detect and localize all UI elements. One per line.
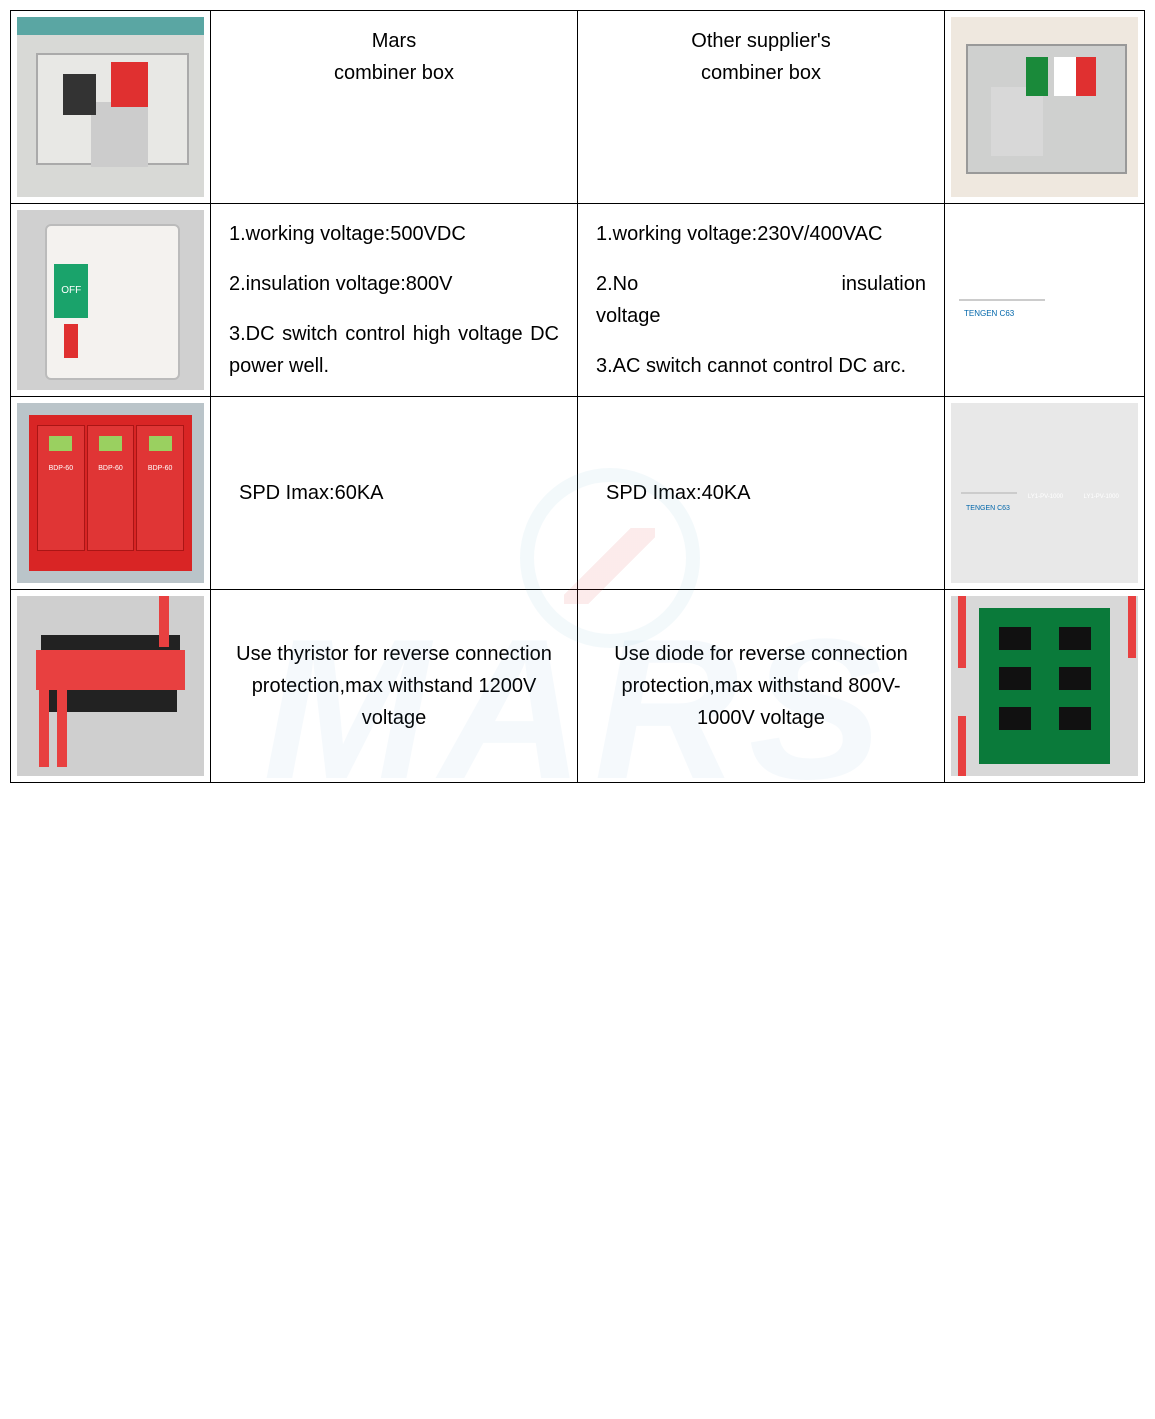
other-switch-spec2a: 2.No <box>596 268 638 300</box>
tengen-mcb-icon <box>959 299 1045 301</box>
header-mars-image-cell <box>11 11 211 204</box>
mars-spd-modules <box>29 415 192 571</box>
mars-switch-specs: 1.working voltage:500VDC 2.insulation vo… <box>211 204 578 397</box>
mars-spd-image-cell <box>11 397 211 590</box>
header-mars-line1: Mars <box>372 30 416 52</box>
mars-protection-image-cell <box>11 590 211 783</box>
mars-spd-photo <box>17 403 204 583</box>
other-switch-spec2: 2.No insulation <box>596 268 926 300</box>
other-protection-spec: Use diode for reverse connection protect… <box>578 590 945 783</box>
other-protection-image-cell <box>945 590 1145 783</box>
other-spd-photo <box>951 403 1138 583</box>
mars-protection-text: Use thyristor for reverse connection pro… <box>236 643 552 729</box>
mars-protection-spec: Use thyristor for reverse connection pro… <box>211 590 578 783</box>
mars-switch-spec2: 2.insulation voltage:800V <box>229 268 559 300</box>
spd-module-icon <box>136 425 184 551</box>
other-ac-switch-photo <box>951 210 1138 390</box>
mars-switch-spec3: 3.DC switch control high voltage DC powe… <box>229 318 559 382</box>
comparison-table: Mars combiner box Other supplier's combi… <box>10 10 1145 783</box>
mars-switch-image-cell <box>11 204 211 397</box>
header-mars-line2: combiner box <box>334 62 454 84</box>
other-switch-spec2b: insulation <box>841 268 926 300</box>
mars-switch-spec1: 1.working voltage:500VDC <box>229 218 559 250</box>
spd-module-icon <box>87 425 135 551</box>
header-mars-label: Mars combiner box <box>211 11 578 204</box>
header-other-image-cell <box>945 11 1145 204</box>
diode-pcb-icon <box>979 608 1109 764</box>
mars-spd-spec: SPD Imax:60KA <box>211 397 578 590</box>
mars-dc-switch-photo <box>17 210 204 390</box>
table-header-row: Mars combiner box Other supplier's combi… <box>11 11 1145 204</box>
other-spd-spec-text: SPD Imax:40KA <box>606 482 751 504</box>
other-spd-spec: SPD Imax:40KA <box>578 397 945 590</box>
other-switch-spec3: 3.AC switch cannot control DC arc. <box>596 350 926 382</box>
other-switch-image-cell <box>945 204 1145 397</box>
white-breaker-icon <box>961 492 1017 494</box>
other-switch-specs: 1.working voltage:230V/400VAC 2.No insul… <box>578 204 945 397</box>
other-switch-spec2c: voltage <box>596 300 926 332</box>
table-row-protection: Use thyristor for reverse connection pro… <box>11 590 1145 783</box>
mars-thyristor-photo <box>17 596 204 776</box>
header-other-line1: Other supplier's <box>691 30 830 52</box>
header-other-line2: combiner box <box>701 62 821 84</box>
spd-module-icon <box>37 425 85 551</box>
other-combiner-box-photo <box>951 17 1138 197</box>
header-other-label: Other supplier's combiner box <box>578 11 945 204</box>
other-spd-image-cell <box>945 397 1145 590</box>
other-switch-spec1: 1.working voltage:230V/400VAC <box>596 218 926 250</box>
other-diode-photo <box>951 596 1138 776</box>
mars-combiner-box-photo <box>17 17 204 197</box>
table-row-spd: SPD Imax:60KA SPD Imax:40KA <box>11 397 1145 590</box>
other-protection-text: Use diode for reverse connection protect… <box>614 643 908 729</box>
mars-spd-spec-text: SPD Imax:60KA <box>239 482 384 504</box>
table-row-switch: 1.working voltage:500VDC 2.insulation vo… <box>11 204 1145 397</box>
